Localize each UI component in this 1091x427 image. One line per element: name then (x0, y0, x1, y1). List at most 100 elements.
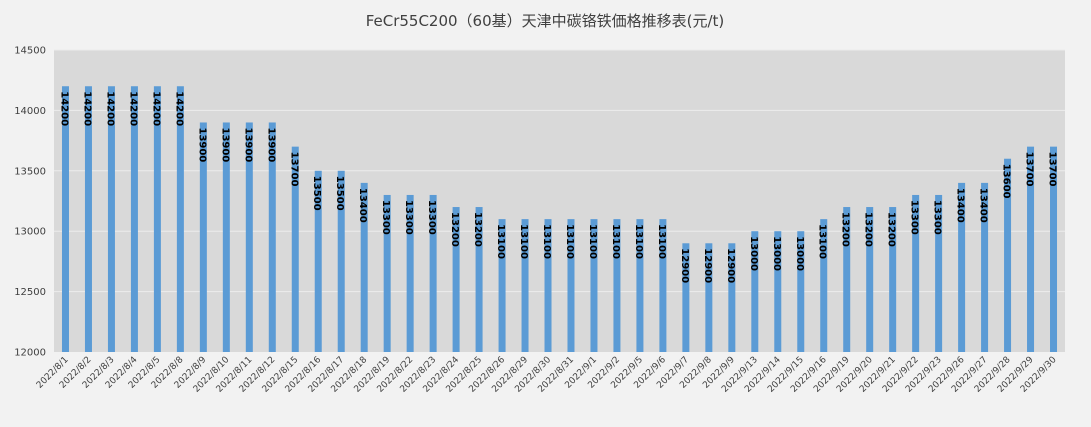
bar (291, 146, 299, 352)
data-label: 13300 (426, 200, 437, 235)
bar (613, 219, 621, 352)
data-label: 13700 (288, 152, 299, 187)
y-tick-label: 14000 (14, 106, 46, 117)
bar (360, 182, 368, 352)
bars (61, 86, 1058, 353)
data-label: 13400 (955, 188, 966, 223)
data-label: 13200 (449, 212, 460, 247)
data-label: 14200 (150, 91, 161, 126)
data-label: 13200 (863, 212, 874, 247)
bar (521, 219, 529, 352)
y-tick-label: 14500 (14, 46, 46, 57)
bar (889, 207, 897, 352)
x-axis: 2022/8/12022/8/22022/8/32022/8/42022/8/5… (35, 355, 1059, 395)
data-label: 12900 (725, 248, 736, 283)
gridlines (54, 49, 1065, 293)
data-labels: 14200 14200 14200 14200 14200 14200 13900 13900… (58, 91, 1057, 283)
data-label: 13200 (840, 212, 851, 247)
y-tick-label: 13000 (14, 227, 46, 238)
bar (567, 219, 575, 352)
bar (245, 122, 253, 352)
bar (199, 122, 207, 352)
data-label: 13500 (311, 176, 322, 211)
chart-title: FeCr55C200（60基）天津中碳铬铁価格推移表(元/t) (366, 12, 725, 30)
data-label: 13100 (587, 224, 598, 259)
bar (981, 182, 989, 352)
y-tick-label: 13500 (14, 166, 46, 177)
data-label: 13300 (403, 200, 414, 235)
bar (728, 243, 736, 352)
bar (958, 182, 966, 352)
data-label: 13400 (357, 188, 368, 223)
data-label: 13600 (1001, 164, 1012, 199)
bar (820, 219, 828, 352)
data-label: 12900 (702, 248, 713, 283)
bar (429, 194, 437, 352)
data-label: 13100 (541, 224, 552, 259)
data-label: 13100 (656, 224, 667, 259)
data-label: 13100 (633, 224, 644, 259)
bar (1027, 146, 1035, 352)
bar (843, 207, 851, 352)
bar (84, 86, 92, 353)
data-label: 14200 (58, 91, 69, 126)
data-label: 13200 (886, 212, 897, 247)
data-label: 12900 (679, 248, 690, 283)
bar (774, 231, 782, 352)
bar (498, 219, 506, 352)
bar (107, 86, 115, 353)
bar (1004, 158, 1012, 352)
data-label: 13500 (334, 176, 345, 211)
bar (636, 219, 644, 352)
bar (268, 122, 276, 352)
bar (659, 219, 667, 352)
data-label: 13200 (472, 212, 483, 247)
data-label: 13700 (1024, 152, 1035, 187)
data-label: 13300 (932, 200, 943, 235)
data-label: 13900 (196, 127, 207, 162)
data-label: 13100 (610, 224, 621, 259)
data-label: 13700 (1047, 152, 1058, 187)
data-label: 14200 (173, 91, 184, 126)
y-tick-label: 12500 (14, 287, 46, 298)
bar (61, 86, 69, 353)
bar (682, 243, 690, 352)
plot-area (54, 50, 1065, 352)
data-label: 13100 (564, 224, 575, 259)
data-label: 13000 (748, 236, 759, 271)
data-label: 13100 (495, 224, 506, 259)
bar (475, 207, 483, 352)
bar (1050, 146, 1058, 352)
bar (866, 207, 874, 352)
bar (935, 194, 943, 352)
bar (222, 122, 230, 352)
data-label: 13000 (794, 236, 805, 271)
data-label: 13000 (771, 236, 782, 271)
data-label: 13900 (219, 127, 230, 162)
bar (705, 243, 713, 352)
y-axis: 12000 12500 13000 13500 14000 14500 (14, 46, 46, 359)
bar (452, 207, 460, 352)
bar (590, 219, 598, 352)
bar (130, 86, 138, 353)
data-label: 13300 (909, 200, 920, 235)
data-label: 13900 (242, 127, 253, 162)
data-label: 13300 (380, 200, 391, 235)
data-label: 13100 (518, 224, 529, 259)
data-label: 13900 (265, 127, 276, 162)
data-label: 13100 (817, 224, 828, 259)
bar (153, 86, 161, 353)
data-label: 13400 (978, 188, 989, 223)
bar (337, 170, 345, 352)
bar (383, 194, 391, 352)
data-label: 14200 (127, 91, 138, 126)
data-label: 14200 (81, 91, 92, 126)
y-tick-label: 12000 (14, 348, 46, 359)
bar (797, 231, 805, 352)
bar (912, 194, 920, 352)
bar (314, 170, 322, 352)
bar (751, 231, 759, 352)
bar (544, 219, 552, 352)
data-label: 14200 (104, 91, 115, 126)
